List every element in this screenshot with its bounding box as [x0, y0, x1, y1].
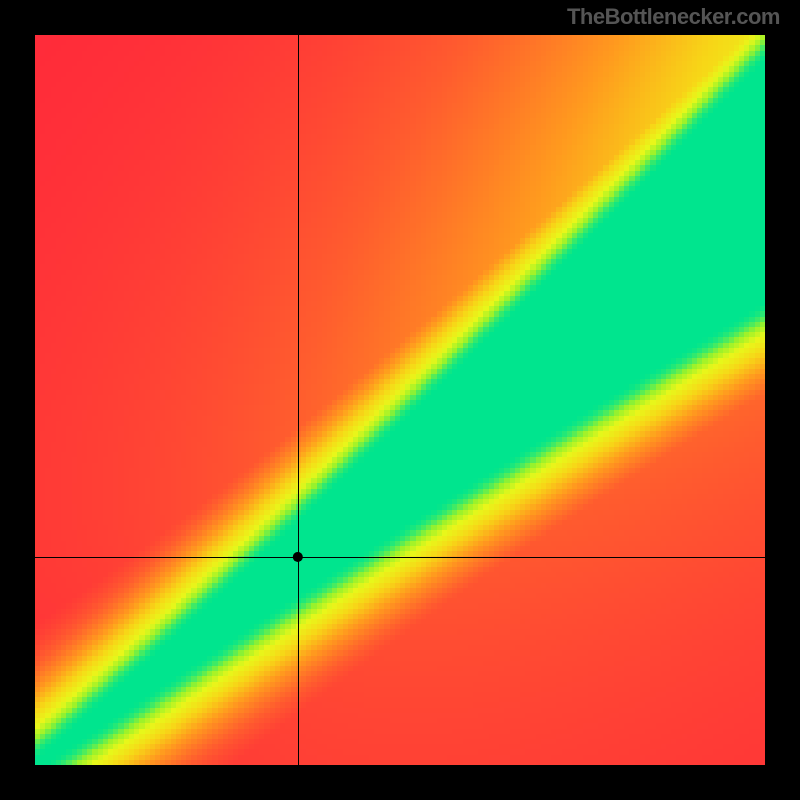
chart-container: TheBottlenecker.com [0, 0, 800, 800]
watermark-text: TheBottlenecker.com [567, 4, 780, 30]
heatmap-canvas [35, 35, 765, 765]
